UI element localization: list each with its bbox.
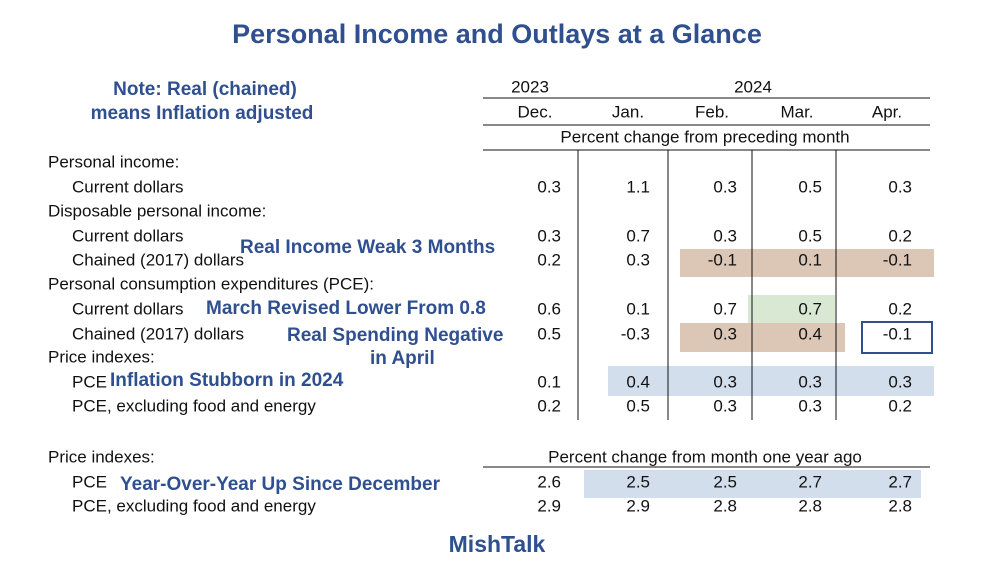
annotation: Inflation Stubborn in 2024 — [110, 370, 344, 391]
month: Jan. — [612, 102, 644, 121]
month: Apr. — [872, 102, 902, 121]
cell-value: 2.6 — [537, 472, 561, 491]
cell-value: 0.3 — [537, 226, 561, 245]
footer: MishTalk — [449, 531, 546, 557]
cell-value: 0.4 — [626, 372, 650, 391]
annotation: Real Income Weak 3 Months — [240, 237, 495, 258]
cell-value: 2.9 — [537, 496, 561, 515]
annotation: in April — [370, 348, 435, 369]
row-label: PCE, excluding food and energy — [72, 396, 316, 415]
cell-value: 0.1 — [537, 372, 561, 391]
cell-value: 2.7 — [888, 472, 912, 491]
cell-value: 0.1 — [798, 250, 822, 269]
month: Dec. — [518, 102, 553, 121]
cell-value: 0.2 — [888, 299, 912, 318]
cell-value: 0.3 — [888, 372, 912, 391]
cell-value: -0.3 — [621, 324, 650, 343]
cell-value: 0.3 — [713, 372, 737, 391]
title: Personal Income and Outlays at a Glance — [232, 19, 762, 49]
cell-value: 0.2 — [888, 396, 912, 415]
cell-value: 0.3 — [537, 177, 561, 196]
cell-value: 0.5 — [798, 226, 822, 245]
cell-value: 0.3 — [713, 324, 737, 343]
cell-value: 2.8 — [798, 496, 822, 515]
cell-value: 0.2 — [537, 250, 561, 269]
note: means Inflation adjusted — [91, 103, 314, 124]
cell-value: 2.8 — [713, 496, 737, 515]
cell-value: 0.3 — [798, 372, 822, 391]
cell-value: 0.7 — [798, 299, 822, 318]
annotation: Real Spending Negative — [287, 325, 503, 346]
row-label: PCE, excluding food and energy — [72, 496, 316, 515]
annotation: Year-Over-Year Up Since December — [120, 474, 441, 495]
row-label: Current dollars — [72, 299, 184, 318]
cell-value: -0.1 — [883, 250, 912, 269]
cell-value: 2.5 — [626, 472, 650, 491]
section-title: Personal consumption expenditures (PCE): — [48, 274, 374, 293]
cell-value: 0.3 — [798, 396, 822, 415]
row-label: Chained (2017) dollars — [72, 324, 244, 343]
highlight — [608, 366, 934, 396]
cell-value: 0.2 — [537, 396, 561, 415]
cell-value: 0.1 — [626, 299, 650, 318]
section-title: Disposable personal income: — [48, 201, 266, 220]
highlight — [584, 470, 921, 498]
cell-value: 0.3 — [713, 396, 737, 415]
subtitle: Percent change from preceding month — [560, 127, 849, 146]
cell-value: 0.7 — [626, 226, 650, 245]
row-label: PCE — [72, 372, 107, 391]
cell-value: 0.3 — [626, 250, 650, 269]
cell-value: -0.1 — [708, 250, 737, 269]
cell-value: 0.6 — [537, 299, 561, 318]
cell-value: 0.2 — [888, 226, 912, 245]
row-label: Chained (2017) dollars — [72, 250, 244, 269]
year: 2024 — [734, 77, 772, 96]
row-label: Current dollars — [72, 177, 184, 196]
section-title: Price indexes: — [48, 447, 155, 466]
cell-value: 2.7 — [798, 472, 822, 491]
cell-value: 2.5 — [713, 472, 737, 491]
cell-value: 2.8 — [888, 496, 912, 515]
cell-value: 2.9 — [626, 496, 650, 515]
subtitle: Percent change from month one year ago — [548, 447, 862, 466]
month: Mar. — [780, 102, 813, 121]
cell-value: 0.3 — [713, 177, 737, 196]
cell-value: -0.1 — [883, 324, 912, 343]
section-title: Personal income: — [48, 152, 179, 171]
cell-value: 1.1 — [626, 177, 650, 196]
year: 2023 — [511, 77, 549, 96]
cell-value: 0.5 — [798, 177, 822, 196]
cell-value: 0.3 — [888, 177, 912, 196]
cell-value: 0.5 — [537, 324, 561, 343]
section-title: Price indexes: — [48, 347, 155, 366]
highlight — [680, 323, 845, 352]
highlight-box — [861, 321, 933, 354]
month: Feb. — [695, 102, 729, 121]
highlight — [748, 295, 835, 323]
cell-value: 0.5 — [626, 396, 650, 415]
cell-value: 0.4 — [798, 324, 822, 343]
row-label: PCE — [72, 472, 107, 491]
row-label: Current dollars — [72, 226, 184, 245]
note: Note: Real (chained) — [113, 79, 297, 100]
highlight — [680, 249, 934, 277]
cell-value: 0.7 — [713, 299, 737, 318]
annotation: March Revised Lower From 0.8 — [206, 298, 486, 319]
cell-value: 0.3 — [713, 226, 737, 245]
